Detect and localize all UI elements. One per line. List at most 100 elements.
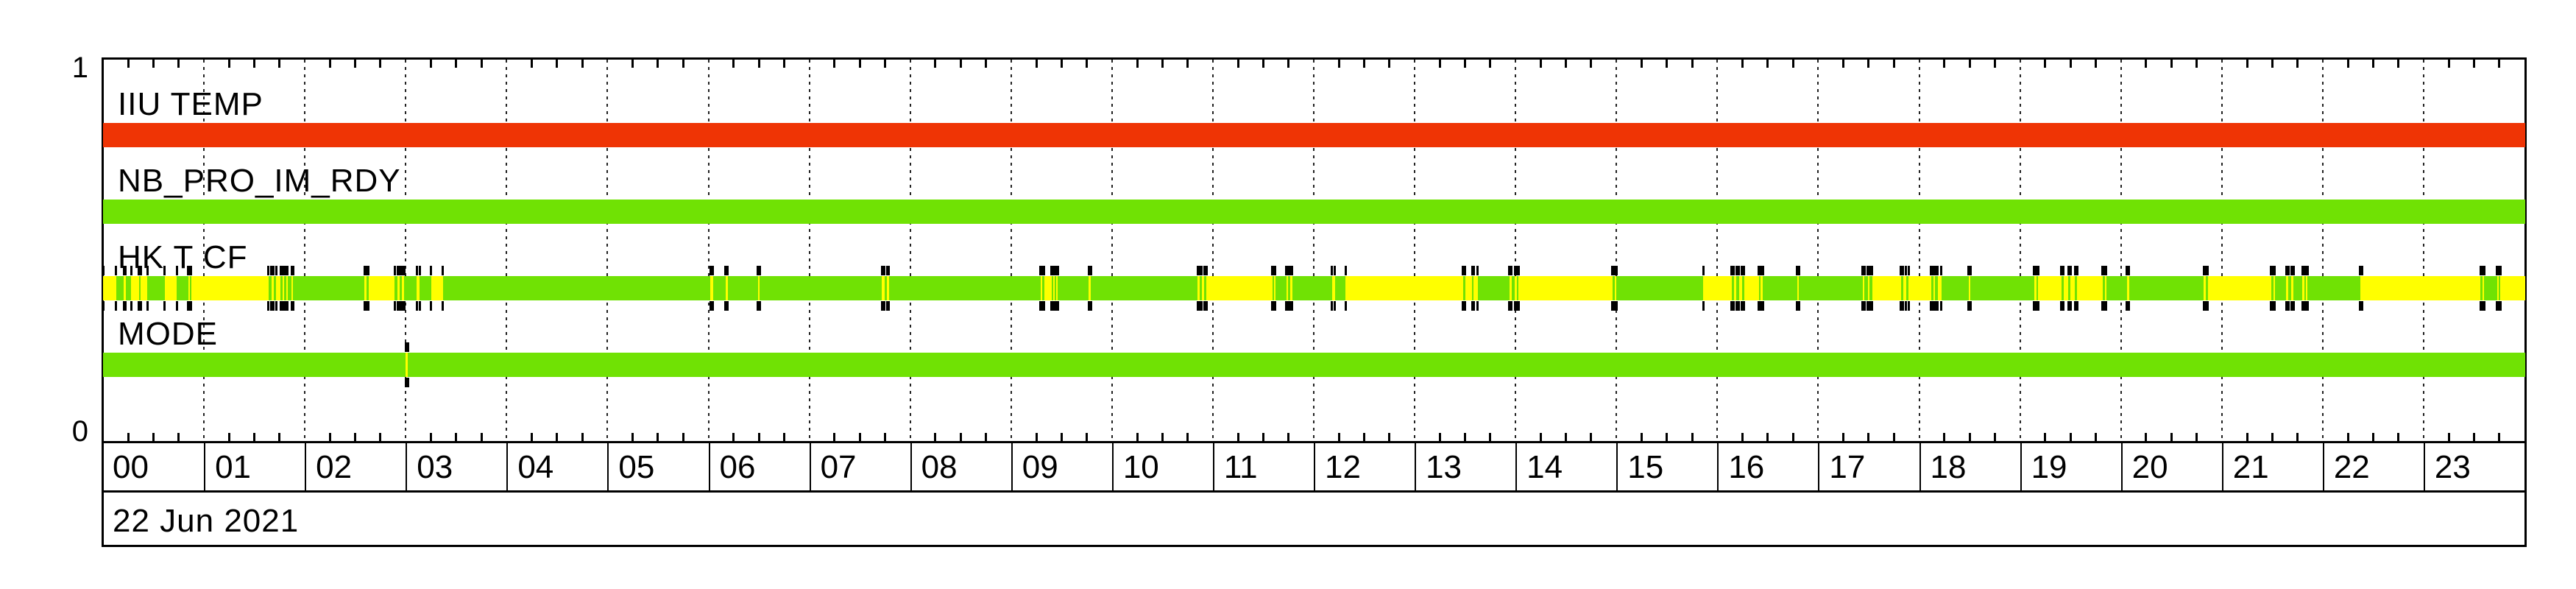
status-segment: [291, 276, 294, 300]
plot-frame: [102, 57, 2527, 443]
transition-tick: [146, 301, 149, 311]
status-segment: [2077, 276, 2103, 300]
transition-tick: [1050, 301, 1053, 311]
minor-tick: [1791, 433, 1794, 441]
status-segment: [406, 353, 408, 377]
minor-tick: [1943, 60, 1946, 68]
transition-tick: [724, 301, 727, 311]
transition-tick: [146, 266, 149, 275]
status-segment: [1970, 276, 2035, 300]
transition-tick: [2304, 266, 2307, 275]
transition-tick: [1735, 266, 1738, 275]
hour-cell: 03: [406, 443, 506, 490]
transition-tick: [1285, 266, 1288, 275]
transition-tick: [2285, 301, 2287, 311]
transition-tick: [2483, 266, 2485, 275]
transition-tick: [2481, 301, 2484, 311]
transition-tick: [1510, 301, 1513, 311]
transition-tick: [880, 266, 883, 275]
transition-tick: [2105, 301, 2108, 311]
hour-label: 08: [921, 449, 958, 485]
status-segment: [2499, 276, 2501, 300]
minor-tick: [379, 433, 382, 441]
status-segment: [2273, 276, 2276, 300]
transition-tick: [1758, 301, 1761, 311]
status-segment: [2293, 276, 2304, 300]
hour-gridline: [2422, 60, 2424, 441]
transition-tick: [1089, 266, 1092, 275]
status-segment: [368, 276, 395, 300]
minor-tick: [1867, 433, 1870, 441]
transition-tick: [2105, 266, 2108, 275]
status-segment: [1275, 276, 1287, 300]
status-segment: [2205, 276, 2209, 300]
transition-tick: [175, 266, 178, 275]
minor-tick: [1539, 60, 1542, 68]
status-segment: [2362, 276, 2481, 300]
minor-tick: [1968, 433, 1971, 441]
transition-tick: [2479, 266, 2482, 275]
transition-tick: [2067, 266, 2070, 275]
transition-tick: [2037, 301, 2039, 311]
minor-tick: [480, 433, 483, 441]
transition-tick: [187, 266, 190, 275]
hour-label: 04: [517, 449, 554, 485]
status-segment: [1089, 276, 1091, 300]
transition-tick: [1462, 266, 1465, 275]
status-segment: [2204, 276, 2207, 300]
transition-tick: [2292, 301, 2295, 311]
transition-tick: [1900, 266, 1903, 275]
hour-cell: 22: [2322, 443, 2424, 490]
status-segment: [2497, 276, 2499, 300]
status-segment: [1058, 276, 1089, 300]
minor-tick: [1388, 433, 1391, 441]
transition-tick: [418, 266, 421, 275]
status-segment: [1040, 276, 1043, 300]
status-segment: [2068, 276, 2071, 300]
hour-gridline: [808, 60, 810, 441]
transition-tick: [1273, 266, 1275, 275]
minor-tick: [782, 433, 785, 441]
hour-cell: 08: [910, 443, 1011, 490]
transition-tick: [2290, 266, 2293, 275]
minor-tick: [253, 433, 256, 441]
transition-tick: [272, 301, 275, 311]
status-segment: [1903, 276, 1907, 300]
transition-tick: [1200, 266, 1203, 275]
transition-tick: [1902, 301, 1905, 311]
transition-tick: [758, 301, 761, 311]
transition-tick: [2499, 266, 2502, 275]
transition-tick: [430, 266, 433, 275]
transition-tick: [2285, 266, 2287, 275]
minor-tick: [1539, 433, 1542, 441]
transition-tick: [1613, 266, 1616, 275]
transition-tick: [393, 301, 396, 311]
hour-gridline: [203, 60, 205, 441]
minor-tick: [1666, 433, 1669, 441]
minor-tick: [1464, 433, 1467, 441]
transition-tick: [163, 266, 166, 275]
transition-tick: [406, 342, 409, 352]
transition-tick: [365, 266, 368, 275]
transition-tick: [1902, 266, 1905, 275]
transition-tick: [1039, 266, 1041, 275]
hour-cell: 11: [1212, 443, 1314, 490]
transition-tick: [1515, 266, 1518, 275]
status-segment: [1612, 276, 1616, 300]
transition-tick: [712, 301, 715, 311]
transition-tick: [138, 266, 141, 275]
minor-tick: [1842, 433, 1845, 441]
transition-tick: [1041, 266, 1044, 275]
minor-tick: [1892, 433, 1895, 441]
transition-tick: [1900, 301, 1903, 311]
transition-tick: [726, 301, 729, 311]
status-segment: [1477, 276, 1510, 300]
hour-gridline: [304, 60, 306, 441]
transition-tick: [1513, 266, 1516, 275]
status-segment: [2286, 276, 2289, 300]
hour-cell: 00: [103, 443, 204, 490]
transition-tick: [286, 301, 289, 311]
transition-tick: [1273, 301, 1275, 311]
status-segment: [757, 276, 760, 300]
status-segment: [1055, 276, 1058, 300]
